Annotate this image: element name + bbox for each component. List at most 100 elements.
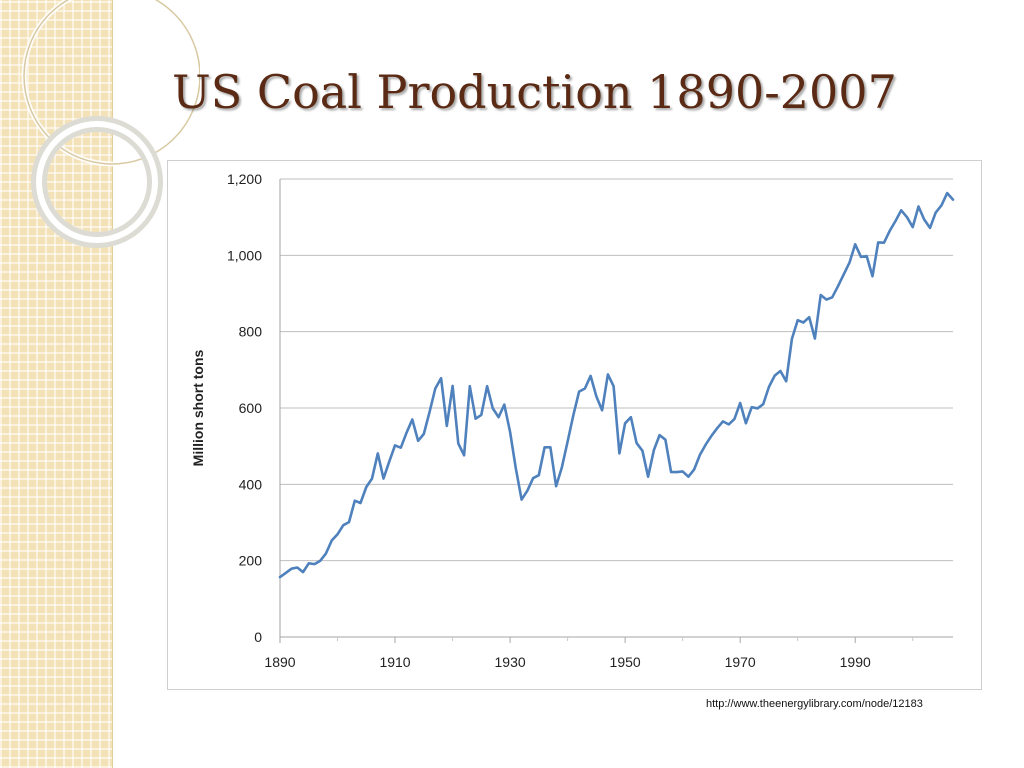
data-point [929,227,931,229]
data-point [733,418,736,420]
data-point [612,385,615,388]
data-point [906,216,908,218]
data-point [532,477,534,480]
source-link[interactable]: http://www.theenergylibrary.com/node/121… [706,698,923,710]
data-point [549,446,552,449]
data-point [365,486,368,488]
data-point [819,294,822,296]
data-point [302,571,304,573]
data-point [566,440,569,443]
data-point [923,218,926,221]
data-point [831,296,834,299]
data-point [411,418,414,421]
y-tick-label: 1,000 [227,247,262,263]
data-point [399,446,402,449]
data-point [727,423,730,426]
x-tick-label: 1970 [725,654,756,670]
data-point [480,414,483,416]
data-point [520,498,523,501]
data-point [330,539,333,542]
data-point [509,431,511,433]
data-point [745,422,747,425]
data-point [434,387,437,390]
data-point [307,562,310,565]
data-point [561,466,563,468]
data-point [417,440,419,442]
y-tick-label: 0 [254,629,262,645]
data-point [687,475,690,478]
data-point [578,390,580,393]
data-point [848,261,851,264]
data-point [595,395,598,398]
data-point [584,387,586,390]
data-point [883,241,885,244]
data-point [589,375,592,377]
data-point [526,490,529,492]
y-tick-label: 1,200 [227,171,262,187]
data-point [670,471,672,473]
x-tick-label: 1990 [840,654,871,670]
data-point [474,417,477,420]
data-point [900,209,903,212]
x-tick-label: 1890 [264,654,295,670]
data-point [382,477,385,480]
data-point [630,416,632,418]
tick-labels: 0 200 400 600 800 1,000 1,200 1890 1910 1930 1950 1… [227,171,871,670]
data-point [785,380,787,383]
data-point [704,443,707,446]
data-point [762,403,764,405]
data-point [572,414,575,416]
data-point [359,502,362,504]
data-point [952,198,954,201]
data-point [284,572,287,574]
data-point [773,374,776,377]
data-point [877,241,880,244]
data-point [934,211,937,214]
y-tick-label: 400 [239,476,263,492]
data-point [768,386,770,388]
data-point [802,321,805,324]
y-tick-label: 200 [239,553,263,569]
y-tick-label: 600 [239,400,263,416]
data-point [716,427,718,430]
x-tick-label: 1910 [379,654,410,670]
data-point [543,446,546,449]
data-point [814,337,816,340]
data-point [313,563,316,565]
data-point [635,442,638,444]
data-point [940,204,943,207]
data-point [405,432,408,434]
line-chart: 0 200 400 600 800 1,000 1,200 1890 1910 1930 1950 1… [190,171,955,670]
data-point [796,319,799,322]
data-point [618,452,621,455]
slide-title: US Coal Production 1890-2007 [172,65,897,119]
data-point [865,255,868,257]
data-point [336,533,339,536]
data-point [296,566,299,569]
data-point [681,470,684,473]
data-point [837,285,839,288]
data-point [825,298,828,301]
data-point [693,468,695,471]
data-point [911,226,914,228]
data-point [710,435,713,437]
data-point [917,205,920,208]
data-point [457,442,460,445]
data-point [440,377,442,380]
data-point [871,275,874,278]
data-point [428,411,431,413]
data-point [664,438,667,441]
data-point [371,477,373,480]
data-point [750,406,753,409]
data-point [808,316,810,318]
data-point [647,475,649,478]
data-point [469,385,471,388]
data-point [779,370,782,372]
data-point [353,499,356,502]
data-point [653,449,655,451]
data-point [451,385,454,387]
data-point [854,243,857,246]
ring-ornament-icon [21,0,200,248]
y-axis-label: Million short tons [190,349,206,466]
data-point [497,416,500,418]
